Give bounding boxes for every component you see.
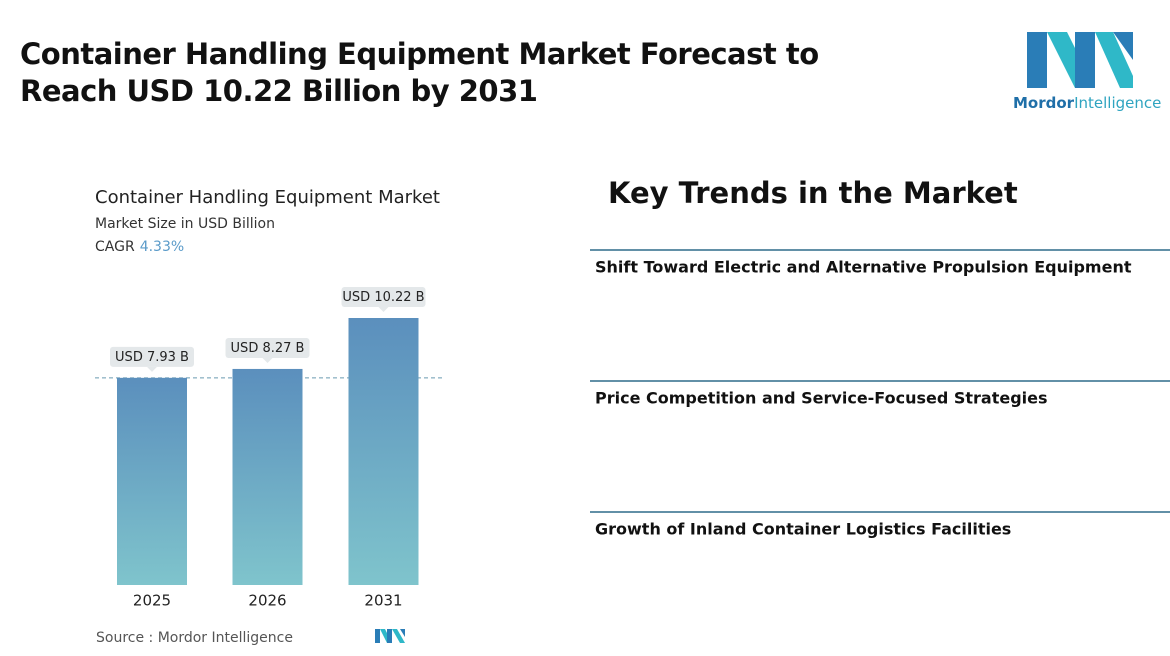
trends-title: Key Trends in the Market <box>608 176 1018 210</box>
value-label-pointer <box>147 366 157 372</box>
trend-item: Shift Toward Electric and Alternative Pr… <box>595 258 1132 277</box>
value-label: USD 8.27 B <box>231 341 305 356</box>
bar <box>232 368 303 585</box>
source: Source : Mordor Intelligence <box>96 630 293 646</box>
bar <box>117 377 187 585</box>
svg-text:MordorIntelligence: MordorIntelligence <box>1013 94 1161 112</box>
value-label-pointer <box>262 357 273 363</box>
small-logo <box>375 629 405 643</box>
x-tick-label: 2026 <box>248 592 286 610</box>
chart-title: Container Handling Equipment Market <box>95 187 440 208</box>
trend-item: Growth of Inland Container Logistics Fac… <box>595 520 1011 539</box>
chart-subtitle: Market Size in USD Billion <box>95 216 275 232</box>
x-tick-label: 2025 <box>133 592 171 610</box>
cagr-value: 4.33% <box>140 239 184 255</box>
value-label: USD 10.22 B <box>342 290 424 305</box>
x-tick-label: 2031 <box>364 592 402 610</box>
cagr-label: CAGR <box>95 239 135 255</box>
value-label-pointer <box>378 307 389 312</box>
value-label: USD 7.93 B <box>115 350 189 365</box>
bar <box>348 318 419 585</box>
page-title: Container Handling Equipment Market Fore… <box>20 37 819 108</box>
value-label-box <box>225 337 310 358</box>
logo-suffix: Intelligence <box>1074 94 1161 112</box>
logo: MordorIntelligence <box>1013 32 1161 112</box>
value-label-box <box>341 287 426 307</box>
value-label-box <box>110 346 194 367</box>
trend-item: Price Competition and Service-Focused St… <box>595 389 1048 408</box>
logo-brand: Mordor <box>1013 94 1075 112</box>
